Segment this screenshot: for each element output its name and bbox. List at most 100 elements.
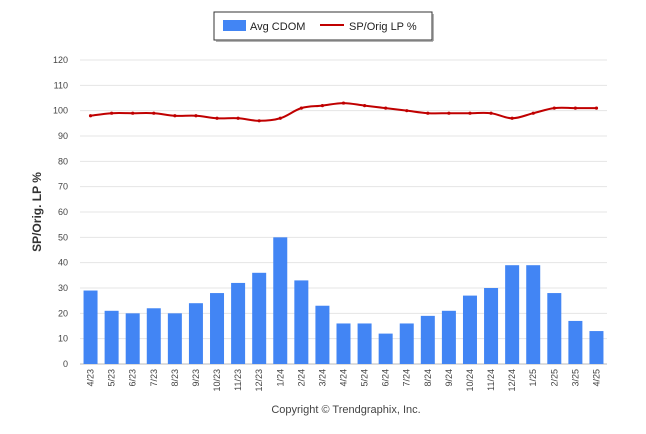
x-tick-label: 12/23 xyxy=(254,369,264,392)
y-tick-label: 40 xyxy=(58,258,68,268)
line-point-sp-orig-lp xyxy=(468,111,472,115)
x-tick-label: 7/23 xyxy=(149,369,159,387)
x-tick-label: 2/25 xyxy=(549,369,559,387)
line-point-sp-orig-lp xyxy=(152,111,156,115)
y-tick-label: 10 xyxy=(58,334,68,344)
bar-avg-cdom xyxy=(399,323,414,364)
bar-avg-cdom xyxy=(210,293,225,364)
x-tick-label: 6/23 xyxy=(128,369,138,387)
y-tick-label: 50 xyxy=(58,232,68,242)
legend-swatch-avg-cdom xyxy=(223,20,246,31)
line-point-sp-orig-lp xyxy=(131,111,135,115)
line-point-sp-orig-lp xyxy=(194,114,198,118)
y-tick-label: 100 xyxy=(53,106,68,116)
line-point-sp-orig-lp xyxy=(552,106,556,110)
line-point-sp-orig-lp xyxy=(489,111,493,115)
line-point-sp-orig-lp xyxy=(341,101,346,105)
legend: Avg CDOM SP/Orig LP % xyxy=(213,11,434,42)
x-tick-label: 4/23 xyxy=(86,369,96,387)
line-point-sp-orig-lp xyxy=(278,116,282,120)
bar-avg-cdom xyxy=(589,331,604,364)
bar-avg-cdom xyxy=(294,280,309,364)
x-tick-label: 9/24 xyxy=(444,369,454,387)
line-point-sp-orig-lp xyxy=(320,104,325,108)
x-tick-label: 7/24 xyxy=(402,369,412,387)
x-tick-label: 10/24 xyxy=(465,369,475,392)
y-tick-label: 70 xyxy=(58,182,68,192)
bar-avg-cdom xyxy=(315,305,330,364)
bar-avg-cdom xyxy=(188,303,203,364)
y-tick-label: 0 xyxy=(63,359,68,369)
line-point-sp-orig-lp xyxy=(384,106,388,110)
line-point-sp-orig-lp xyxy=(594,106,599,110)
line-point-sp-orig-lp xyxy=(362,104,367,108)
bar-avg-cdom xyxy=(104,310,119,364)
bar-avg-cdom xyxy=(252,272,267,364)
x-tick-label: 11/23 xyxy=(233,369,243,391)
bar-avg-cdom xyxy=(146,308,161,364)
bar-avg-cdom xyxy=(336,323,351,364)
bar-avg-cdom xyxy=(378,333,393,364)
y-tick-label: 110 xyxy=(54,80,68,90)
x-tick-label: 3/24 xyxy=(317,369,327,387)
gridlines xyxy=(80,59,607,365)
bar-avg-cdom xyxy=(547,293,562,364)
bar-avg-cdom xyxy=(167,313,182,364)
line-point-sp-orig-lp xyxy=(573,106,577,110)
x-tick-label: 11/24 xyxy=(486,369,496,391)
x-tick-label: 5/24 xyxy=(360,369,370,387)
bar-avg-cdom xyxy=(273,237,288,364)
x-tick-label: 4/24 xyxy=(339,369,349,387)
x-tick-label: 1/24 xyxy=(275,369,285,387)
bar-avg-cdom xyxy=(484,288,499,364)
line-point-sp-orig-lp xyxy=(510,116,514,120)
line-point-sp-orig-lp xyxy=(257,119,261,123)
y-tick-label: 80 xyxy=(58,156,68,166)
bar-series-avg-cdom xyxy=(83,237,604,364)
bar-avg-cdom xyxy=(505,265,520,364)
line-point-sp-orig-lp xyxy=(426,111,430,115)
bar-avg-cdom xyxy=(441,310,456,364)
y-axis-title: SP/Orig. LP % xyxy=(30,172,44,252)
x-tick-label: 9/23 xyxy=(191,369,201,387)
x-tick-label: 6/24 xyxy=(381,369,391,387)
y-tick-label: 30 xyxy=(58,283,68,293)
y-tick-label: 90 xyxy=(58,131,68,141)
y-axis-ticks: 0 10 20 30 40 50 60 70 80 90 100 110 120 xyxy=(53,55,68,369)
x-tick-label: 1/25 xyxy=(528,369,538,387)
x-tick-label: 4/25 xyxy=(591,369,601,387)
bar-avg-cdom xyxy=(357,323,372,364)
line-point-sp-orig-lp xyxy=(88,114,93,118)
x-axis-ticks: 4/23 5/23 6/23 7/23 8/23 9/23 10/23 11/23 12/23 1… xyxy=(86,369,602,392)
line-point-sp-orig-lp xyxy=(299,106,303,110)
line-point-sp-orig-lp xyxy=(215,116,219,120)
line-series-sp-orig-lp xyxy=(88,101,599,123)
line-point-sp-orig-lp xyxy=(447,111,451,115)
bar-avg-cdom xyxy=(526,265,541,364)
x-tick-label: 8/24 xyxy=(423,369,433,387)
bar-avg-cdom xyxy=(83,290,98,364)
bar-avg-cdom xyxy=(231,282,246,364)
x-tick-label: 2/24 xyxy=(296,369,306,387)
y-tick-label: 60 xyxy=(58,207,68,217)
bar-avg-cdom xyxy=(420,315,435,364)
bar-avg-cdom xyxy=(568,320,583,364)
x-tick-label: 12/24 xyxy=(507,369,517,392)
line-point-sp-orig-lp xyxy=(531,111,535,115)
bar-avg-cdom xyxy=(462,295,477,364)
legend-label-avg-cdom: Avg CDOM xyxy=(250,21,305,33)
copyright-text: Copyright © Trendgraphix, Inc. xyxy=(271,404,420,416)
line-point-sp-orig-lp xyxy=(405,109,409,113)
line-point-sp-orig-lp xyxy=(173,114,177,118)
line-path-sp-orig-lp xyxy=(90,102,597,122)
x-tick-label: 5/23 xyxy=(107,369,117,387)
bar-avg-cdom xyxy=(125,313,140,364)
y-tick-label: 120 xyxy=(53,55,68,65)
legend-label-sp-orig-lp: SP/Orig LP % xyxy=(349,21,417,33)
y-tick-label: 20 xyxy=(58,308,68,318)
x-tick-label: 3/25 xyxy=(570,369,580,387)
line-point-sp-orig-lp xyxy=(110,111,114,115)
x-tick-label: 8/23 xyxy=(170,369,180,387)
